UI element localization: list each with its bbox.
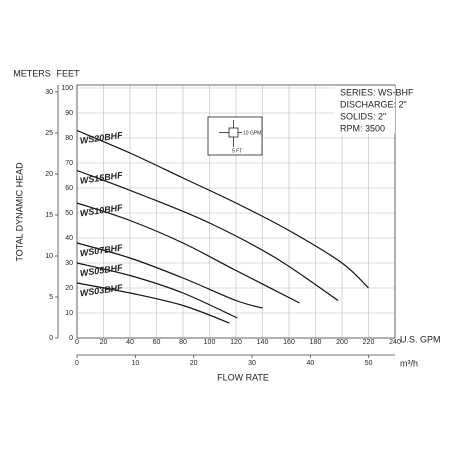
info-text: DISCHARGE: 2" (340, 99, 407, 109)
y-tick-label: 60 (65, 185, 73, 192)
x-tick-label: 0 (75, 339, 79, 346)
y2-tick-label: 30 (45, 89, 53, 96)
y2-tick-label: 5 (49, 294, 53, 301)
info-text: SOLIDS: 2" (340, 111, 386, 121)
x-tick-label: 240 (389, 339, 401, 346)
diagram-square (228, 127, 239, 138)
y-unit: FEET (56, 68, 80, 78)
y-tick-label: 50 (65, 210, 73, 217)
x-tick-label: 200 (336, 339, 348, 346)
curve (76, 242, 263, 309)
info-text: SERIES: WS-BHF (340, 87, 414, 97)
y2-tick-label: 0 (49, 335, 53, 342)
diagram: 10 GPM 5 FT (207, 116, 263, 156)
x-tick-label: 60 (153, 339, 161, 346)
x2-tick-label: 50 (365, 360, 373, 367)
x2-tick-label: 10 (131, 360, 139, 367)
y-tick-label: 90 (65, 110, 73, 117)
x-tick-label: 120 (230, 339, 242, 346)
y-axis-title: TOTAL DYNAMIC HEAD (14, 162, 24, 262)
x-tick-label: 140 (257, 339, 269, 346)
info-box (335, 86, 395, 134)
x-axis-title: FLOW RATE (217, 372, 269, 382)
x2-unit: m³/h (400, 358, 418, 368)
y-tick-label: 40 (65, 235, 73, 242)
y2-tick-label: 25 (45, 130, 53, 137)
y-tick-label: 70 (65, 160, 73, 167)
x-tick-label: 40 (126, 339, 134, 346)
y-tick-label: 10 (65, 310, 73, 317)
y2-unit: METERS (13, 68, 51, 78)
x-tick-label: 180 (310, 339, 322, 346)
y-tick-label: 20 (65, 285, 73, 292)
y2-tick-label: 10 (45, 253, 53, 260)
curve (76, 202, 300, 304)
y-tick-label: 100 (61, 85, 73, 92)
x-tick-label: 160 (283, 339, 295, 346)
x2-tick-label: 20 (190, 360, 198, 367)
curve (76, 169, 339, 301)
curve (76, 282, 230, 324)
x2-tick-label: 40 (306, 360, 314, 367)
x-unit: U.S. GPM (400, 334, 441, 344)
y-tick-label: 80 (65, 135, 73, 142)
y-tick-label: 30 (65, 260, 73, 267)
diagram-label: 10 GPM (243, 130, 261, 136)
x-tick-label: 220 (363, 339, 375, 346)
x-tick-label: 80 (179, 339, 187, 346)
x2-tick-label: 0 (75, 360, 79, 367)
plot-frame (76, 84, 396, 339)
x-tick-label: 100 (204, 339, 216, 346)
y2-tick-label: 15 (45, 212, 53, 219)
x2-tick-label: 30 (248, 360, 256, 367)
curve (76, 262, 238, 319)
diagram-label: 5 FT (232, 148, 242, 154)
x-tick-label: 20 (100, 339, 108, 346)
info-text: RPM: 3500 (340, 123, 385, 133)
y2-tick-label: 20 (45, 171, 53, 178)
y-tick-label: 0 (69, 335, 73, 342)
curve (76, 129, 369, 289)
